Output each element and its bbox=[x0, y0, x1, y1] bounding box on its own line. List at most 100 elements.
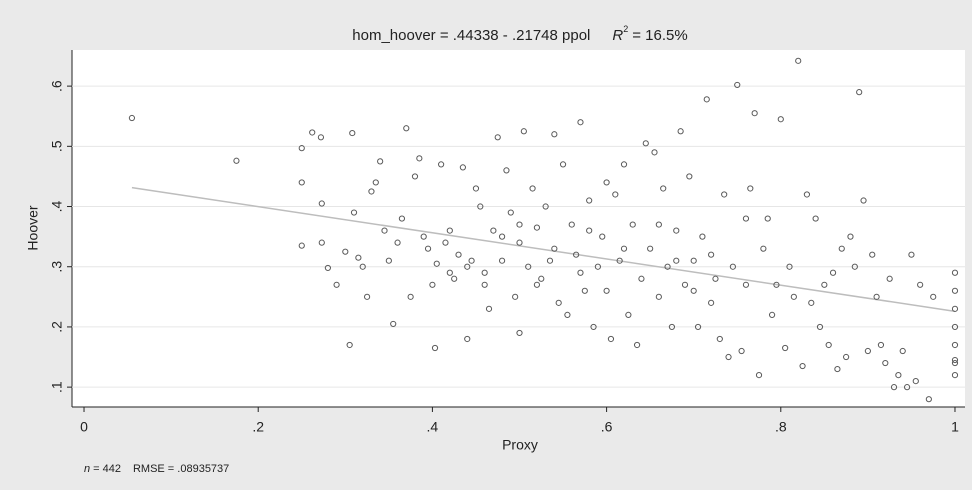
data-point bbox=[394, 239, 401, 246]
data-point bbox=[398, 215, 406, 222]
data-point bbox=[355, 254, 362, 261]
data-point bbox=[442, 239, 449, 246]
data-point bbox=[577, 269, 584, 276]
data-point bbox=[464, 263, 471, 270]
data-point bbox=[642, 140, 649, 147]
data-point bbox=[128, 114, 136, 122]
data-point bbox=[620, 161, 628, 168]
data-point bbox=[899, 347, 906, 355]
plot-area bbox=[72, 50, 965, 407]
data-point bbox=[773, 281, 780, 288]
data-point bbox=[542, 203, 549, 210]
data-point bbox=[638, 275, 645, 282]
data-point bbox=[655, 221, 662, 228]
data-point bbox=[577, 119, 584, 126]
y-tick-label: .4 bbox=[49, 200, 65, 212]
data-point bbox=[468, 257, 475, 264]
data-point bbox=[318, 200, 325, 207]
data-point bbox=[309, 129, 316, 136]
data-point bbox=[686, 173, 693, 180]
data-point bbox=[843, 353, 850, 361]
data-point bbox=[829, 269, 837, 276]
n-value: = 442 bbox=[93, 463, 121, 475]
data-point bbox=[349, 129, 356, 137]
data-point bbox=[529, 185, 536, 192]
data-point bbox=[381, 227, 388, 234]
data-point bbox=[533, 224, 541, 231]
data-point bbox=[633, 341, 641, 349]
data-point bbox=[856, 89, 863, 96]
data-point bbox=[864, 347, 871, 355]
data-point bbox=[603, 287, 610, 294]
data-point bbox=[520, 128, 527, 135]
data-point bbox=[594, 263, 601, 270]
data-point bbox=[860, 197, 867, 204]
data-point bbox=[464, 335, 471, 343]
data-point bbox=[507, 209, 514, 216]
data-point bbox=[808, 299, 815, 306]
r2-superscript: 2 bbox=[623, 24, 628, 34]
data-point bbox=[838, 245, 845, 252]
data-point bbox=[298, 145, 305, 152]
data-point bbox=[481, 269, 488, 276]
data-point bbox=[424, 245, 432, 252]
rmse: RMSE = .08935737 bbox=[133, 463, 229, 475]
data-point bbox=[877, 341, 885, 349]
data-point bbox=[951, 323, 959, 331]
r2-value: = 16.5% bbox=[632, 27, 687, 44]
x-tick-label: 1 bbox=[951, 419, 959, 435]
data-point bbox=[407, 293, 414, 300]
data-point bbox=[420, 233, 427, 240]
y-tick-label: .3 bbox=[49, 261, 65, 273]
data-point bbox=[882, 359, 889, 367]
data-point bbox=[825, 341, 832, 349]
data-point bbox=[233, 157, 240, 164]
data-point bbox=[734, 81, 741, 89]
data-point bbox=[568, 221, 575, 228]
x-tick-label: .6 bbox=[601, 419, 613, 435]
data-point bbox=[533, 281, 541, 288]
data-point bbox=[655, 293, 662, 300]
data-point bbox=[812, 215, 819, 222]
data-point bbox=[951, 269, 959, 276]
data-point bbox=[411, 173, 419, 180]
x-axis-title: Proxy bbox=[502, 437, 538, 453]
data-point bbox=[385, 257, 392, 264]
data-point bbox=[459, 164, 466, 171]
data-point bbox=[603, 179, 610, 186]
data-point bbox=[890, 384, 898, 391]
data-point bbox=[612, 191, 619, 198]
data-point bbox=[359, 263, 366, 270]
data-point bbox=[346, 341, 353, 349]
data-point bbox=[651, 149, 658, 156]
x-tick-label: .8 bbox=[775, 419, 787, 435]
data-point bbox=[620, 245, 628, 252]
data-point bbox=[816, 323, 824, 331]
data-point bbox=[716, 335, 723, 343]
data-point bbox=[350, 209, 358, 216]
data-point bbox=[555, 299, 562, 306]
data-point bbox=[433, 260, 440, 267]
data-point bbox=[951, 305, 959, 312]
data-point bbox=[799, 362, 806, 370]
fit-line bbox=[131, 186, 956, 313]
data-point bbox=[573, 251, 580, 258]
data-point bbox=[564, 311, 571, 318]
data-point bbox=[790, 293, 797, 300]
data-point bbox=[951, 287, 959, 294]
data-point bbox=[516, 329, 523, 337]
data-point bbox=[551, 131, 558, 138]
data-point bbox=[498, 233, 506, 240]
data-point bbox=[751, 110, 758, 117]
data-point bbox=[503, 167, 510, 174]
data-point bbox=[708, 251, 715, 258]
data-point bbox=[551, 245, 558, 252]
data-point bbox=[895, 371, 902, 379]
data-point bbox=[625, 311, 632, 318]
data-point bbox=[703, 96, 710, 103]
y-tick-label: .1 bbox=[49, 381, 65, 393]
data-point bbox=[821, 281, 828, 288]
data-point bbox=[498, 257, 506, 264]
